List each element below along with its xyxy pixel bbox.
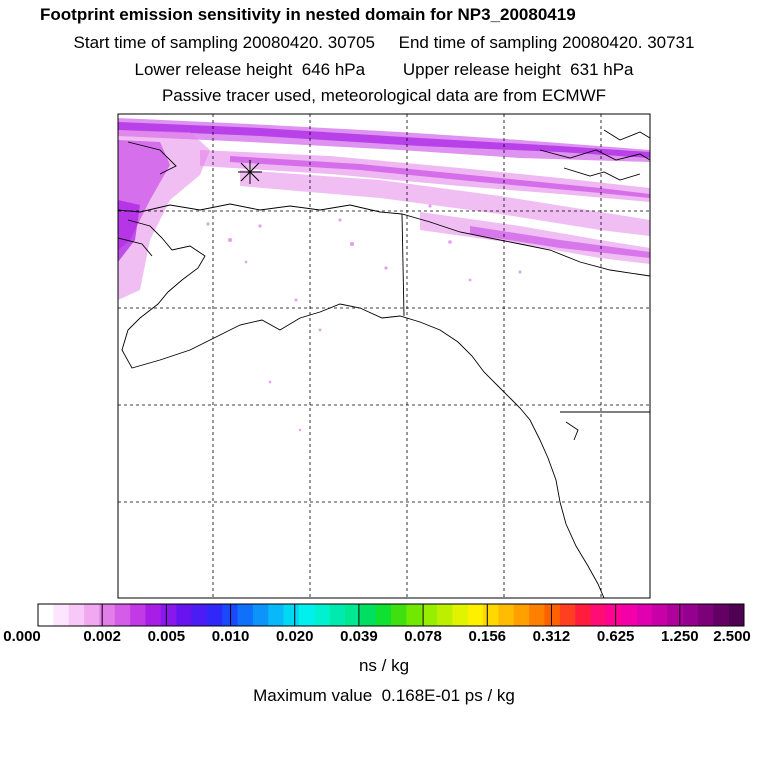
colorbar-tick-label: 0.020 xyxy=(275,628,314,645)
colorbar-swatch xyxy=(697,604,714,626)
release-point-icon xyxy=(238,160,262,184)
colorbar-swatch xyxy=(529,604,545,626)
colorbar-swatch xyxy=(605,604,622,626)
colorbar-tick-label: 0.312 xyxy=(532,628,571,645)
colorbar-swatch xyxy=(314,604,330,626)
colorbar-swatch xyxy=(53,604,69,626)
colorbar-swatch xyxy=(283,604,300,626)
colorbar-swatch xyxy=(621,604,637,626)
colorbar-swatch xyxy=(329,604,346,626)
colorbar-swatch xyxy=(728,604,745,626)
colorbar-swatch xyxy=(559,604,576,626)
start-time: Start time of sampling 20080420. 30705 xyxy=(73,33,376,52)
colorbar-swatch xyxy=(636,604,653,626)
colorbar-swatch xyxy=(391,604,407,626)
colorbar-tick-label: 0.005 xyxy=(147,628,186,645)
colorbar-swatch xyxy=(268,604,284,626)
colorbar-swatch xyxy=(114,604,131,626)
colorbar-frame xyxy=(37,603,745,627)
colorbar-tick-label: 0.002 xyxy=(83,628,121,645)
colorbar-swatch xyxy=(298,604,315,626)
colorbar-tick-label: 0.625 xyxy=(596,628,635,645)
coastlines xyxy=(118,129,650,598)
sensitivity-field xyxy=(118,118,650,432)
colorbar-swatch xyxy=(713,604,729,626)
colorbar-swatch xyxy=(452,604,469,626)
colorbar-swatch xyxy=(513,604,530,626)
colorbar xyxy=(37,603,745,627)
colorbar-swatch xyxy=(99,604,116,626)
colorbar-swatch xyxy=(222,604,238,626)
colorbar-tick-label: 0.156 xyxy=(468,628,507,645)
colorbar-swatch xyxy=(237,604,254,626)
colorbar-swatch xyxy=(544,604,561,626)
colorbar-swatch xyxy=(344,604,361,626)
colorbar-swatch xyxy=(483,604,499,626)
release-height-line: Lower release height 646 hPa Upper relea… xyxy=(0,60,768,80)
colorbar-swatch xyxy=(406,604,422,626)
map-title: Footprint emission sensitivity in nested… xyxy=(40,5,576,24)
graticule xyxy=(118,114,650,598)
colorbar-swatch xyxy=(145,604,162,626)
colorbar-swatch xyxy=(130,604,146,626)
colorbar-swatch xyxy=(575,604,591,626)
colorbar-swatch xyxy=(421,604,438,626)
end-time: End time of sampling 20080420. 30731 xyxy=(398,33,695,52)
lower-height: Lower release height 646 hPa xyxy=(134,60,366,79)
colorbar-swatch xyxy=(206,604,223,626)
colorbar-tick-label: 2.500 xyxy=(713,628,751,645)
colorbar-swatch xyxy=(84,604,100,626)
colorbar-swatch xyxy=(160,604,177,626)
colorbar-tick-label: 0.010 xyxy=(211,628,250,645)
colorbar-tick-label: 0.000 xyxy=(3,628,41,645)
colorbar-swatch xyxy=(498,604,515,626)
colorbar-tick-label: 1.250 xyxy=(661,628,699,645)
colorbar-swatch xyxy=(176,604,192,626)
map-frame xyxy=(117,113,651,599)
tracer-note: Passive tracer used, meteorological data… xyxy=(161,86,607,105)
colorbar-swatch xyxy=(651,604,668,626)
maximum-value: Maximum value 0.168E-01 ps / kg xyxy=(253,686,515,705)
colorbar-swatch xyxy=(467,604,484,626)
colorbar-swatch xyxy=(360,604,376,626)
colorbar-swatch xyxy=(191,604,208,626)
sampling-time-line: Start time of sampling 20080420. 30705 E… xyxy=(0,33,768,53)
colorbar-swatch xyxy=(667,604,683,626)
colorbar-unit: ns / kg xyxy=(358,656,410,675)
colorbar-swatch xyxy=(252,604,269,626)
upper-height: Upper release height 631 hPa xyxy=(402,60,634,79)
colorbar-swatch xyxy=(38,604,54,626)
colorbar-swatch xyxy=(68,604,85,626)
colorbar-swatch xyxy=(682,604,699,626)
colorbar-tick-label: 0.078 xyxy=(404,628,442,645)
colorbar-tick-label: 0.039 xyxy=(340,628,378,645)
colorbar-swatch xyxy=(590,604,607,626)
colorbar-swatch xyxy=(437,604,453,626)
colorbar-swatch xyxy=(375,604,392,626)
